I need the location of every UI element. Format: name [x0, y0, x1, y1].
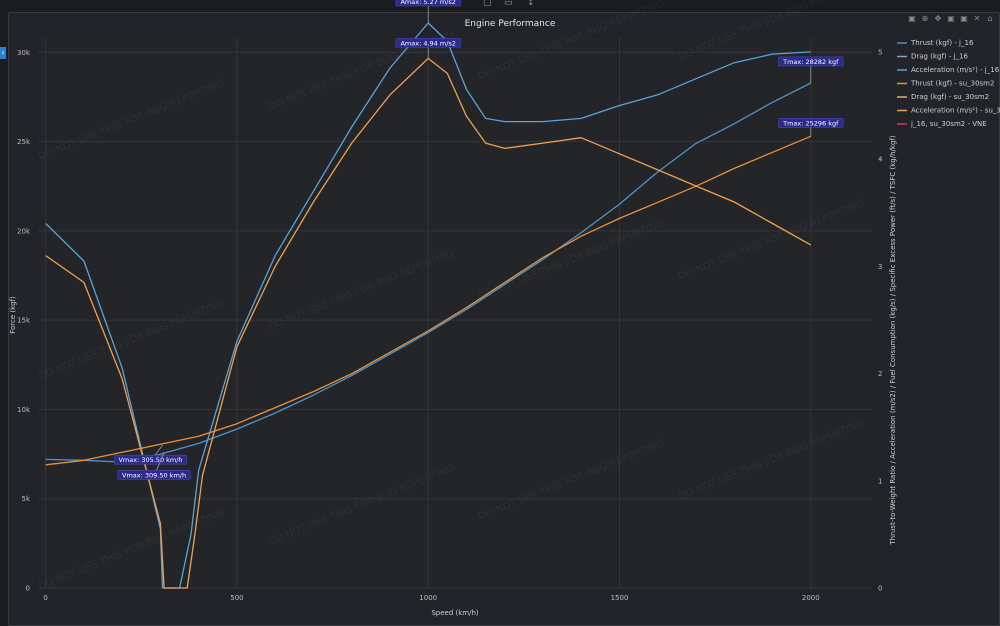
- window-restore-icon[interactable]: ▢: [483, 0, 492, 8]
- legend-item-label[interactable]: Acceleration (m/s²) - su_30sm2: [911, 107, 1000, 115]
- pan-icon[interactable]: ✥: [934, 14, 942, 23]
- series-line-acceleration-m-s-su-30sm2[interactable]: [45, 57, 812, 589]
- y-axis-title: Force (kgf): [9, 296, 17, 334]
- y-tick-label: 30k: [17, 49, 31, 57]
- legend: Thrust (kgf) - j_16 Drag (kgf) - j_16 Acce…: [897, 39, 1000, 128]
- x-tick-label: 500: [230, 594, 243, 602]
- annotation-box: [117, 469, 191, 480]
- camera-icon[interactable]: ▣: [908, 14, 916, 23]
- reset-axes-icon[interactable]: ⌂: [987, 14, 993, 23]
- x-tick-label: 1000: [419, 594, 437, 602]
- annotation-box: [395, 38, 461, 48]
- top-toolbar: ▢ ▭ ↕: [0, 0, 1000, 12]
- annotation-box: [778, 117, 844, 128]
- zoom-out-icon[interactable]: ▣: [960, 14, 968, 23]
- annotations: Amax: 5.27 m/s2 Amax: 4.94 m/s2 Tmax: 2828…: [114, 0, 844, 480]
- annotation-label: Vmax: 305.50 km/h: [118, 456, 182, 464]
- annotation-label: Amax: 4.94 m/s2: [400, 39, 455, 47]
- legend-item-label[interactable]: Thrust (kgf) - j_16: [910, 39, 974, 47]
- y-tick-label: 10k: [17, 406, 31, 414]
- series-line-thrust-kgf-j-16[interactable]: [45, 82, 812, 463]
- plot-modebar: ▣ ⊕ ✥ ▣ ▣ ✕ ⌂: [908, 15, 994, 25]
- annotation-box: [114, 454, 187, 465]
- window-maximize-icon[interactable]: ▭: [504, 0, 513, 8]
- zoom-icon[interactable]: ⊕: [921, 14, 929, 23]
- drag-handle-icon[interactable]: ↕: [527, 0, 535, 8]
- y2-tick-label: 2: [878, 370, 882, 378]
- legend-item-label[interactable]: j_16, su_30sm2 - VNE: [910, 120, 987, 128]
- annotation-label: Tmax: 25296 kgf: [782, 119, 839, 127]
- x-tick-label: 0: [43, 594, 47, 602]
- grid-lines: [38, 38, 872, 589]
- y-tick-label: 25k: [17, 138, 31, 146]
- y2-tick-label: 4: [878, 156, 883, 164]
- y-tick-label: 5k: [21, 495, 30, 503]
- annotation-label: Vmax: 309.50 km/h: [122, 471, 186, 479]
- annotation-label: Tmax: 28282 kgf: [782, 58, 839, 66]
- legend-item-label[interactable]: Drag (kgf) - su_30sm2: [911, 93, 989, 101]
- annotation-box: [395, 0, 461, 7]
- plot-area: [38, 38, 872, 588]
- annotation-box: [778, 56, 844, 67]
- y2-axis-title: Thrust-to-Weight Ratio / Acceleration (m…: [889, 135, 897, 545]
- y2-tick-label: 5: [878, 48, 882, 56]
- x-tick-label: 1500: [611, 594, 629, 602]
- x-tick-label: 2000: [802, 594, 820, 602]
- collapse-sidebar-tab[interactable]: ‹: [0, 47, 6, 59]
- legend-item-label[interactable]: Drag (kgf) - j_16: [911, 53, 969, 61]
- y2-tick-label: 3: [878, 263, 882, 271]
- autoscale-icon[interactable]: ✕: [973, 14, 981, 23]
- chart-title: Engine Performance: [465, 19, 556, 29]
- y-tick-label: 15k: [17, 317, 31, 325]
- legend-item-label[interactable]: Thrust (kgf) - su_30sm2: [910, 80, 994, 88]
- y2-tick-label: 1: [878, 477, 882, 485]
- y-tick-label: 0: [26, 585, 30, 593]
- y-tick-label: 20k: [17, 227, 31, 235]
- zoom-in-icon[interactable]: ▣: [947, 14, 955, 23]
- series-line-thrust-kgf-su-30sm2[interactable]: [45, 135, 812, 466]
- x-axis-title: Speed (km/h): [431, 609, 479, 617]
- axes: 0 500 1000 1500 2000 0 5k 10k 15k 20k 25k 30k 0 1 2 3 4 5: [17, 48, 883, 602]
- legend-item-label[interactable]: Acceleration (m/s²) - j_16: [911, 66, 1000, 74]
- annotation-label: Amax: 5.27 m/s2: [400, 0, 455, 6]
- y2-tick-label: 0: [878, 585, 882, 593]
